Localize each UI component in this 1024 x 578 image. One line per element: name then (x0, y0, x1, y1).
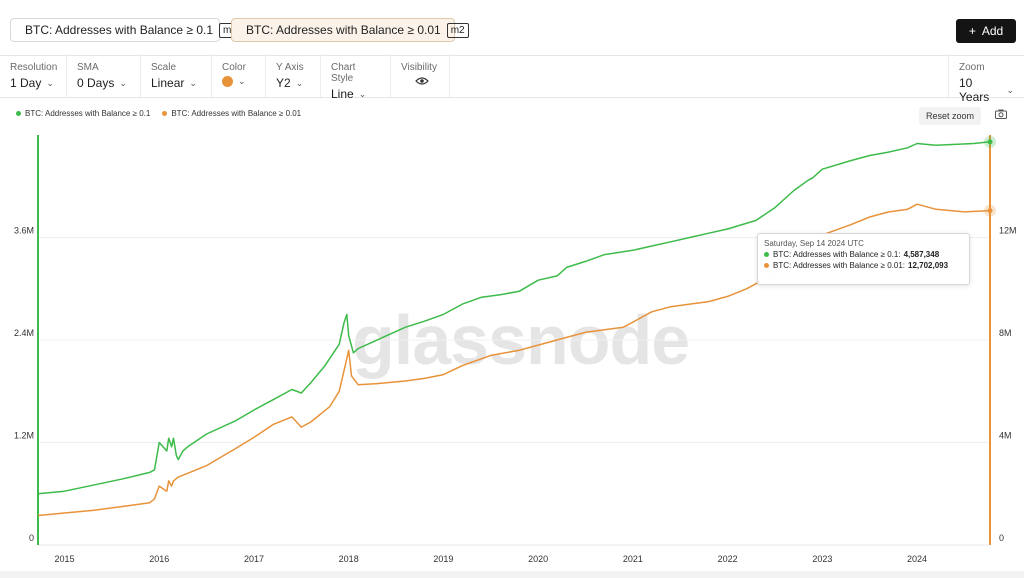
series-line-1 (37, 141, 991, 495)
y-axis-select[interactable]: Y Axis Y2 ⌄ (266, 55, 321, 97)
tooltip-row: BTC: Addresses with Balance ≥ 0.1: 4,587… (764, 249, 963, 260)
y-right-tick-label: 0 (999, 533, 1004, 543)
legend-label: BTC: Addresses with Balance ≥ 0.1 (25, 109, 151, 118)
tooltip-dot (764, 252, 769, 257)
resolution-select[interactable]: Resolution 1 Day ⌄ (0, 55, 67, 97)
x-tick-label: 2022 (718, 554, 738, 564)
sma-select[interactable]: SMA 0 Days ⌄ (67, 55, 141, 97)
tooltip-row: BTC: Addresses with Balance ≥ 0.01: 12,7… (764, 260, 963, 271)
tooltip-value: 4,587,348 (903, 250, 940, 259)
control-value: 1 Day (10, 76, 42, 90)
tooltip-date: Saturday, Sep 14 2024 UTC (764, 239, 864, 248)
legend-label: BTC: Addresses with Balance ≥ 0.01 (171, 109, 302, 118)
tooltip-label: BTC: Addresses with Balance ≥ 0.01: (773, 261, 906, 270)
metric-chip-m1[interactable]: BTC: Addresses with Balance ≥ 0.1 m1 (10, 18, 241, 42)
tooltip-value: 12,702,093 (908, 261, 949, 270)
y-left-tick-label: 3.6M (14, 226, 34, 236)
y-right-tick-label: 4M (999, 431, 1012, 441)
y-left-tick-label: 1.2M (14, 431, 34, 441)
x-tick-label: 2015 (55, 554, 75, 564)
legend-dot (16, 111, 21, 116)
tooltip-dot (764, 263, 769, 268)
chevron-down-icon: ⌄ (358, 88, 367, 99)
add-button-label: Add (981, 24, 1004, 38)
x-tick-label: 2016 (149, 554, 169, 564)
chart-style-select[interactable]: Chart Style Line ⌄ (321, 55, 391, 101)
x-tick-label: 2023 (812, 554, 832, 564)
chart-controls: Resolution 1 Day ⌄ SMA 0 Days ⌄ Scale Line… (0, 55, 1024, 104)
x-tick-label: 2021 (623, 554, 643, 564)
metric-label: BTC: Addresses with Balance ≥ 0.01 (246, 23, 441, 37)
add-button[interactable]: + Add (956, 19, 1016, 43)
control-label: Color (222, 62, 246, 73)
series-end-point (987, 139, 993, 145)
metric-label: BTC: Addresses with Balance ≥ 0.1 (25, 23, 214, 37)
eye-icon (415, 77, 429, 85)
control-value: Line (331, 87, 354, 101)
metric-tag: m2 (446, 22, 469, 38)
footer-strip (0, 571, 1024, 578)
control-value: 0 Days (77, 76, 115, 90)
chevron-down-icon: ⌄ (46, 77, 54, 88)
control-label: Y Axis (276, 62, 304, 73)
control-label: SMA (77, 62, 99, 73)
camera-icon[interactable] (995, 109, 1007, 122)
chevron-down-icon: ⌄ (1006, 84, 1014, 95)
chevron-down-icon: ⌄ (119, 77, 127, 88)
x-tick-label: 2019 (433, 554, 453, 564)
x-tick-label: 2020 (528, 554, 548, 564)
series-end-point (987, 208, 993, 214)
y-right-tick-label: 12M (999, 226, 1017, 236)
metrics-bar: BTC: Addresses with Balance ≥ 0.1 m1 BTC… (0, 0, 1024, 56)
control-label: Chart Style (331, 62, 356, 84)
color-swatch (222, 76, 233, 87)
x-tick-label: 2017 (244, 554, 264, 564)
control-label: Zoom (959, 62, 985, 73)
legend-item-m1[interactable]: BTC: Addresses with Balance ≥ 0.1 (16, 109, 150, 118)
plus-icon: + (968, 24, 976, 38)
chevron-down-icon: ⌄ (238, 76, 246, 86)
control-value: Linear (151, 76, 185, 90)
chevron-down-icon: ⌄ (189, 77, 197, 88)
chart-legend: BTC: Addresses with Balance ≥ 0.1 BTC: A… (16, 109, 301, 118)
control-value: Y2 (276, 76, 291, 90)
legend-dot (162, 111, 168, 116)
color-select[interactable]: Color ⌄ (212, 55, 266, 97)
control-label: Resolution (10, 62, 58, 73)
reset-zoom-button[interactable]: Reset zoom (919, 107, 981, 125)
metric-chip-m2[interactable]: BTC: Addresses with Balance ≥ 0.01 m2 (231, 18, 469, 42)
tooltip-label: BTC: Addresses with Balance ≥ 0.1: (773, 250, 901, 259)
scale-select[interactable]: Scale Linear ⌄ (141, 55, 212, 97)
y-right-tick-label: 8M (999, 328, 1012, 338)
chart-tooltip: Saturday, Sep 14 2024 UTC BTC: Addresses… (757, 233, 970, 285)
visibility-toggle[interactable]: Visibility (391, 55, 450, 97)
control-value: 10 Years (959, 76, 990, 104)
y-left-tick-label: 0 (29, 533, 34, 543)
chevron-down-icon: ⌄ (295, 77, 304, 88)
x-tick-label: 2024 (907, 554, 927, 564)
zoom-select[interactable]: Zoom 10 Years ⌄ (948, 55, 1024, 104)
x-tick-label: 2018 (339, 554, 359, 564)
control-label: Scale (151, 62, 177, 73)
y-left-tick-label: 2.4M (14, 328, 34, 338)
legend-item-m2[interactable]: BTC: Addresses with Balance ≥ 0.01 (162, 109, 301, 118)
control-label: Visibility (401, 62, 437, 73)
